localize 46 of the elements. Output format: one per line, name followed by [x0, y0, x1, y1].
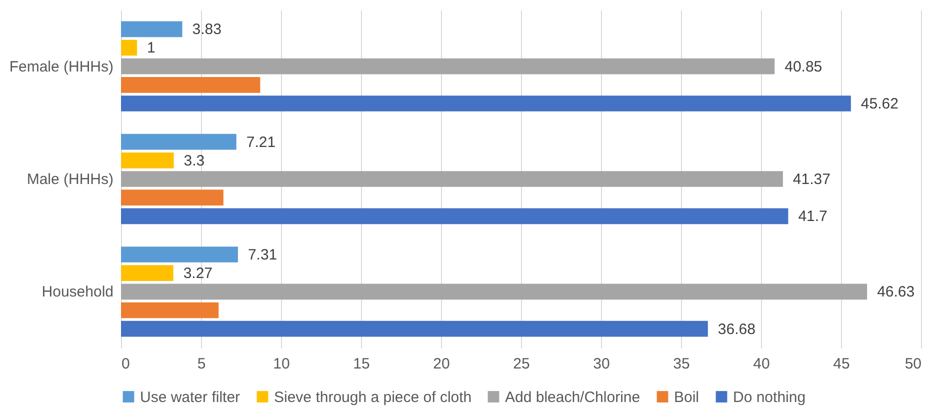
bar [121, 190, 224, 206]
bar [121, 40, 137, 56]
x-tick-label: 10 [273, 356, 290, 372]
data-label: 36.68 [718, 320, 756, 338]
y-tick-label: Female (HHHs) [9, 58, 114, 76]
data-label: 41.7 [798, 208, 828, 226]
bar [121, 302, 219, 318]
bar [121, 320, 708, 337]
y-tick-label: Male (HHHs) [26, 171, 114, 188]
bar [121, 134, 236, 150]
legend-label: Boil [674, 388, 700, 406]
bar [121, 58, 775, 74]
x-tick-label: 15 [353, 356, 370, 372]
x-tick-label: 35 [673, 356, 690, 372]
data-label: 7.21 [246, 134, 276, 151]
bar [121, 171, 783, 187]
bar [121, 96, 851, 112]
bar [121, 21, 182, 38]
bar [121, 265, 174, 281]
data-label: 46.63 [877, 284, 915, 301]
legend-label: Do nothing [733, 388, 806, 406]
data-label: 45.62 [860, 96, 898, 112]
bar [121, 284, 868, 300]
data-label: 3.27 [183, 265, 213, 282]
x-tick-label: 45 [833, 356, 850, 372]
x-tick-label: 5 [197, 356, 206, 372]
x-tick-label: 30 [593, 356, 610, 372]
x-tick-label: 50 [904, 356, 922, 372]
data-label: 1 [147, 40, 156, 57]
bar [121, 152, 174, 168]
bar [121, 246, 238, 262]
x-tick-label: 25 [513, 356, 530, 372]
data-label: 3.3 [184, 152, 205, 170]
bar [121, 77, 260, 93]
data-label: 7.31 [248, 246, 278, 264]
data-label: 41.37 [792, 171, 830, 188]
x-tick-label: 40 [753, 356, 770, 372]
legend-label: Add bleach/Chlorine [505, 388, 640, 406]
data-label: 40.85 [784, 58, 822, 76]
bar [121, 208, 788, 224]
x-tick-label: 20 [433, 356, 450, 372]
legend-label: Sieve through a piece of cloth [274, 388, 472, 406]
x-tick-label: 0 [122, 356, 130, 372]
y-tick-label: Household [42, 284, 114, 301]
legend-label: Use water filter [140, 388, 240, 406]
data-label: 3.83 [192, 21, 222, 38]
